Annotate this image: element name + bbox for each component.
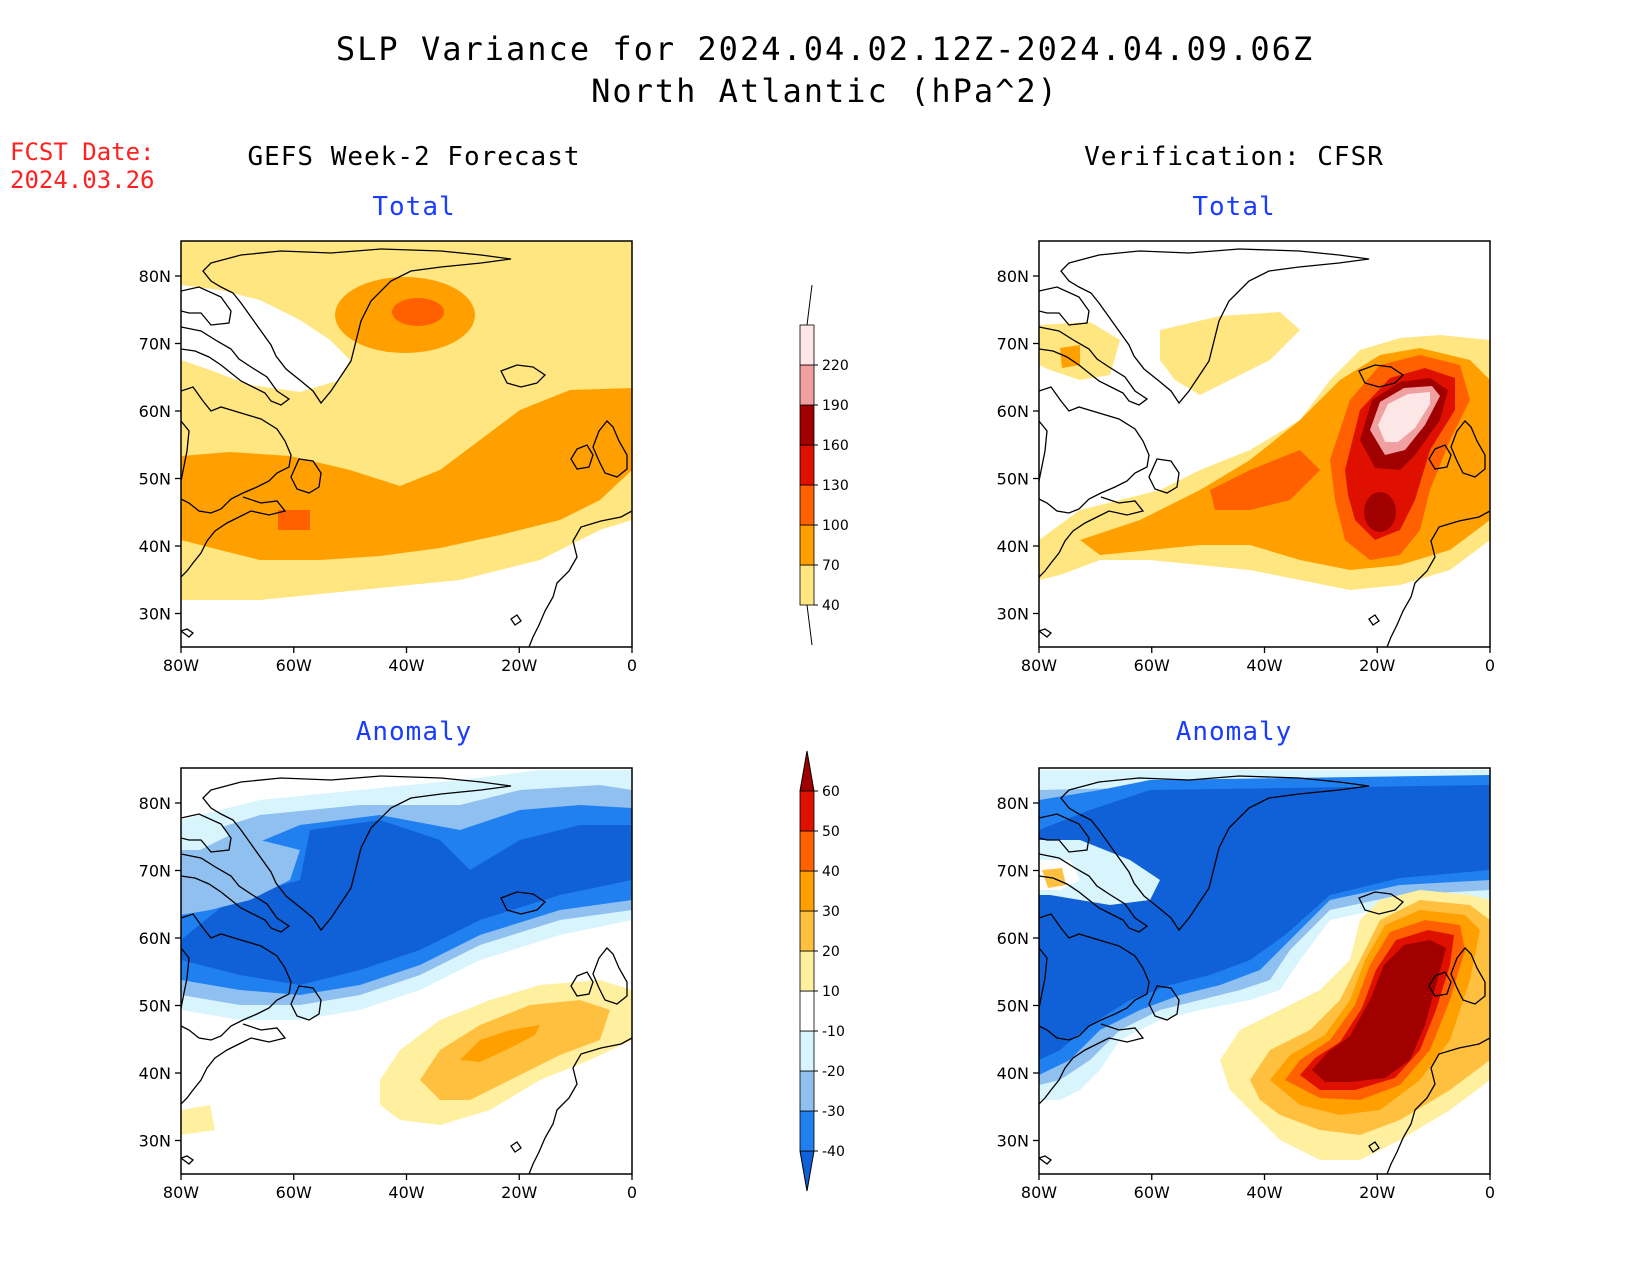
colorbar-lower-extend: [799, 1150, 815, 1192]
lat-tick-label: 60N: [997, 929, 1029, 948]
colorbar-segment: [799, 1110, 815, 1152]
colorbar-segment: [799, 444, 815, 486]
colorbar-label: 30: [822, 904, 840, 920]
colorbar-segment: [799, 1070, 815, 1112]
fcst-date-label: FCST Date:: [10, 138, 155, 166]
lat-tick-label: 70N: [997, 862, 1029, 881]
lat-tick-label: 60N: [997, 402, 1029, 421]
lat-tick-label: 60N: [139, 402, 171, 421]
lat-tick-label: 50N: [139, 470, 171, 489]
lat-tick-label: 30N: [997, 1132, 1029, 1151]
lon-tick-label: 60W: [1134, 656, 1170, 675]
lon-tick-label: 40W: [388, 1183, 424, 1202]
lon-tick-label: 80W: [1021, 1183, 1057, 1202]
colorbar-label: 160: [822, 438, 849, 454]
lat-tick-label: 80N: [139, 794, 171, 813]
forecast-total-map: [181, 241, 632, 647]
chart-subtitle: North Atlantic (hPa^2): [591, 72, 1059, 110]
colorbar-label: 10: [822, 984, 840, 1000]
colorbar-label: 60: [822, 784, 840, 800]
lat-tick-label: 40N: [139, 537, 171, 556]
colorbar-label: -30: [822, 1104, 845, 1120]
lat-tick-label: 50N: [139, 997, 171, 1016]
forecast-column-title: GEFS Week-2 Forecast: [247, 142, 581, 172]
lon-tick-label: 20W: [501, 1183, 537, 1202]
lon-tick-label: 0: [1485, 1183, 1495, 1202]
colorbar-segment: [799, 324, 815, 366]
lon-tick-label: 60W: [276, 1183, 312, 1202]
colorbar-segment: [799, 564, 815, 606]
chart-title: SLP Variance for 2024.04.02.12Z-2024.04.…: [335, 30, 1315, 68]
lon-tick-label: 40W: [1246, 656, 1282, 675]
colorbar-segment: [799, 950, 815, 992]
lon-tick-label: 80W: [1021, 656, 1057, 675]
lat-tick-label: 50N: [997, 997, 1029, 1016]
lat-tick-label: 40N: [139, 1064, 171, 1083]
lon-tick-label: 20W: [1359, 1183, 1395, 1202]
total-colorbar: 40 70 100 130 160 190 220: [799, 284, 849, 646]
lon-tick-label: 20W: [501, 656, 537, 675]
colorbar-label: 130: [822, 478, 849, 494]
lat-tick-label: 40N: [997, 537, 1029, 556]
verification-column-title: Verification: CFSR: [1084, 142, 1384, 172]
verification-total-map: [1039, 241, 1490, 647]
colorbar-label: 20: [822, 944, 840, 960]
colorbar-segment: [799, 1030, 815, 1072]
lat-tick-label: 80N: [139, 267, 171, 286]
colorbar-label: -20: [822, 1064, 845, 1080]
lon-tick-label: 20W: [1359, 656, 1395, 675]
colorbar-label: 40: [822, 864, 840, 880]
forecast-anomaly-map: [181, 768, 632, 1174]
colorbar-segment: [799, 524, 815, 566]
colorbar-segment: [799, 830, 815, 872]
verification-total-title: Total: [1192, 192, 1276, 222]
lat-tick-label: 70N: [139, 862, 171, 881]
lon-tick-label: 0: [1485, 656, 1495, 675]
anomaly-colorbar: -40 -30 -20 -10 10 20 30 40 50 60: [799, 750, 845, 1192]
colorbar-segment: [799, 990, 815, 1032]
colorbar-label: 100: [822, 518, 849, 534]
verification-anomaly-title: Anomaly: [1175, 717, 1293, 747]
lat-tick-label: 30N: [139, 1132, 171, 1151]
colorbar-segment: [799, 790, 815, 832]
colorbar-segment: [799, 364, 815, 406]
lat-tick-label: 70N: [139, 335, 171, 354]
lat-tick-label: 30N: [139, 605, 171, 624]
forecast-total-title: Total: [372, 192, 456, 222]
lon-tick-label: 60W: [276, 656, 312, 675]
colorbar-label: 220: [822, 358, 849, 374]
lon-tick-label: 40W: [1246, 1183, 1282, 1202]
lat-tick-label: 40N: [997, 1064, 1029, 1083]
colorbar-segment: [799, 484, 815, 526]
lat-tick-label: 30N: [997, 605, 1029, 624]
lon-tick-label: 0: [627, 1183, 637, 1202]
forecast-anomaly-title: Anomaly: [355, 717, 473, 747]
lat-tick-label: 80N: [997, 794, 1029, 813]
colorbar-segment: [799, 910, 815, 952]
lon-tick-label: 80W: [163, 656, 199, 675]
lat-tick-label: 70N: [997, 335, 1029, 354]
lon-tick-label: 60W: [1134, 1183, 1170, 1202]
lon-tick-label: 80W: [163, 1183, 199, 1202]
lat-tick-label: 80N: [997, 267, 1029, 286]
verification-anomaly-map: [1039, 768, 1490, 1174]
colorbar-label: -40: [822, 1144, 845, 1160]
lon-tick-label: 0: [627, 656, 637, 675]
lat-tick-label: 50N: [997, 470, 1029, 489]
colorbar-segment: [799, 870, 815, 912]
colorbar-label: 70: [822, 558, 840, 574]
colorbar-upper-extend: [799, 750, 815, 792]
colorbar-label: 50: [822, 824, 840, 840]
lon-tick-label: 40W: [388, 656, 424, 675]
colorbar-segment: [799, 404, 815, 446]
fcst-date-value: 2024.03.26: [10, 166, 155, 194]
colorbar-label: 190: [822, 398, 849, 414]
lat-tick-label: 60N: [139, 929, 171, 948]
colorbar-label: 40: [822, 598, 840, 614]
colorbar-label: -10: [822, 1024, 845, 1040]
